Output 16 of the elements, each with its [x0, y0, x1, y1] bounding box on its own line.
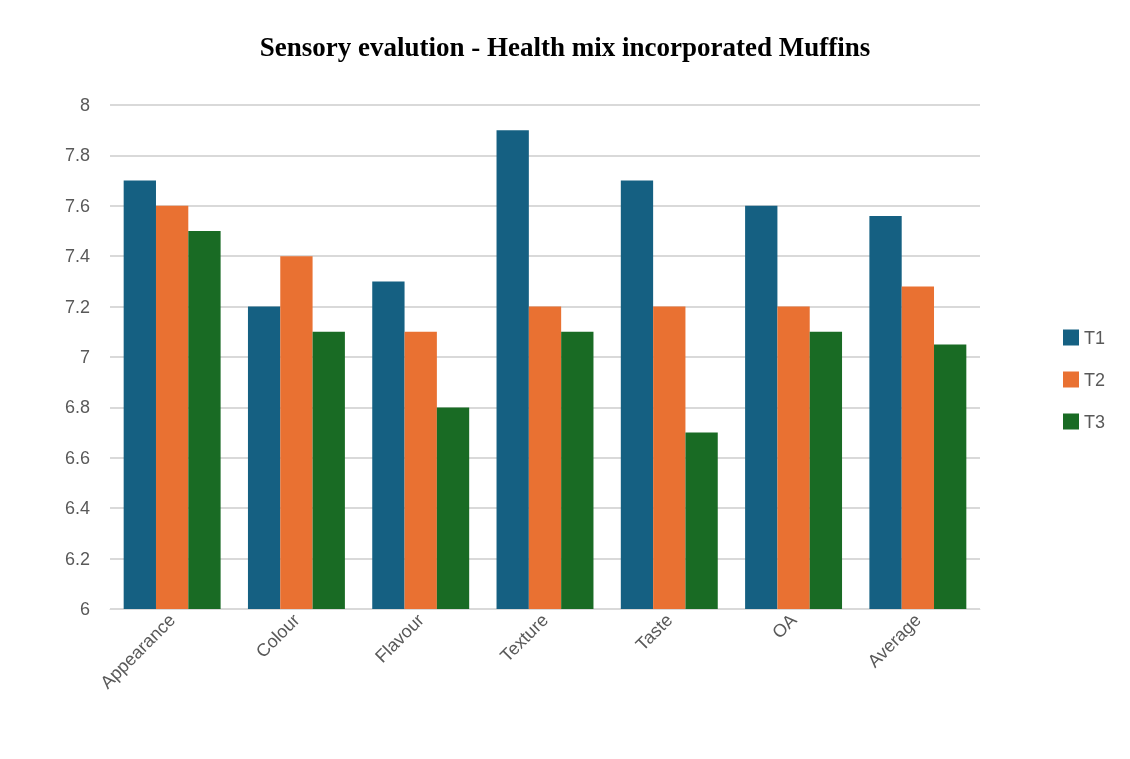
y-tick-label: 7: [79, 347, 90, 367]
y-tick-label: 8: [79, 95, 90, 115]
legend-label: T2: [1083, 369, 1106, 390]
x-tick-label: OA: [768, 609, 801, 643]
legend-label: T1: [1083, 327, 1106, 348]
y-tick-label: 7.4: [64, 246, 90, 267]
y-tick-label: 6.6: [64, 447, 90, 468]
y-tick-label: 7.8: [64, 145, 90, 166]
y-tick-label: 7.2: [64, 296, 90, 317]
y-tick-label: 6.4: [64, 498, 90, 519]
legend-label: T3: [1083, 411, 1106, 432]
y-tick-label: 6.2: [64, 548, 90, 569]
chart-title: Sensory evalution - Health mix incorporated Muffins: [259, 31, 871, 62]
y-tick-label: 7.6: [64, 195, 90, 216]
y-tick-label: 6: [79, 599, 90, 619]
y-tick-label: 6.8: [64, 397, 90, 418]
